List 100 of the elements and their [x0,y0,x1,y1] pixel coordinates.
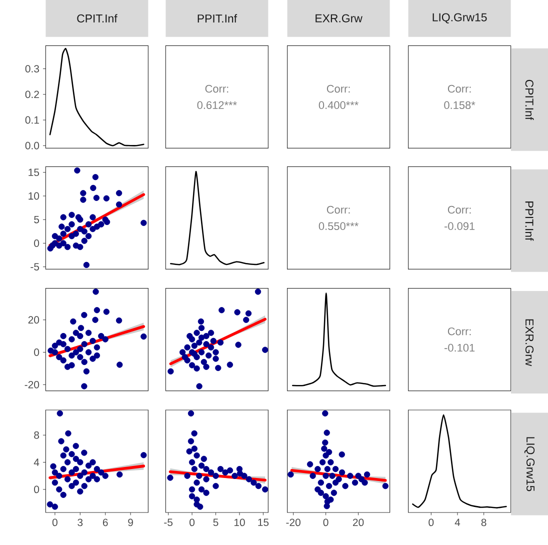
point [65,430,72,437]
point [318,480,324,486]
point [191,446,198,452]
point [212,349,219,356]
point [49,242,56,249]
point [322,493,329,500]
point [68,482,75,490]
point [77,472,84,479]
point [60,332,66,340]
x-tick-label: 10 [234,518,245,526]
text: Corr: [448,206,471,214]
point [234,309,240,316]
point [93,194,100,201]
point [72,466,80,472]
point [94,466,100,472]
x-tick-label: 8 [481,518,486,526]
point [60,466,66,472]
point [92,288,99,295]
point [80,190,86,196]
point [72,230,80,237]
point [60,230,66,237]
point [94,344,100,350]
point [56,339,62,346]
point [48,348,54,354]
point [362,480,368,486]
point [198,324,205,332]
point [167,474,174,481]
point [72,442,79,450]
point [198,486,205,493]
point [212,356,219,362]
point [332,466,339,472]
point [94,352,100,359]
point [52,480,58,486]
point [191,430,198,437]
point [90,214,96,220]
x-tick-label: 3 [78,518,83,526]
point [56,410,63,416]
point [52,342,58,349]
point [116,471,123,478]
point [74,167,80,174]
point [70,318,76,325]
point [186,448,192,454]
point [321,446,328,452]
point [208,469,214,476]
point [326,482,332,490]
point [194,480,200,486]
point [140,333,147,340]
point [98,221,104,228]
point [328,496,334,503]
point [81,482,88,490]
point [116,190,122,196]
point [94,476,100,482]
point [81,238,88,244]
text: 0.612*** [197,101,237,110]
point [80,196,86,203]
text: CPIT.Inf [525,80,534,120]
point [243,316,250,323]
point [197,504,204,510]
point [194,365,200,372]
point [68,469,75,476]
point [188,486,196,493]
y-tick-label: 8 [34,431,40,439]
point [77,488,84,495]
point [63,446,70,452]
point [338,469,346,476]
y-tick-label: 20 [28,316,40,324]
point [68,451,75,458]
point [328,459,334,466]
point [347,472,354,479]
point [306,461,314,468]
y-tick-label: 0.1 [25,116,39,124]
point [332,480,339,486]
point [255,482,262,490]
text: PPIT.Inf [198,14,238,22]
point [52,233,58,240]
point [81,383,88,390]
point [102,472,108,479]
point [246,476,252,482]
text: LIQ.Grw15 [432,13,487,24]
point [72,349,80,356]
point [324,466,331,472]
point [72,480,80,486]
point [85,462,92,469]
point [203,364,210,370]
point [168,368,174,374]
point [116,201,122,208]
point [50,463,56,470]
point [94,307,100,314]
point [72,456,80,462]
point [212,482,219,490]
point [90,184,96,192]
y-tick-label: 0 [34,348,40,356]
text: Corr: [205,84,228,93]
point [85,349,92,356]
point [196,383,202,390]
y-tick-label: -20 [24,380,40,388]
point [324,430,330,436]
point [236,466,243,472]
point [64,226,71,232]
point [77,459,84,466]
